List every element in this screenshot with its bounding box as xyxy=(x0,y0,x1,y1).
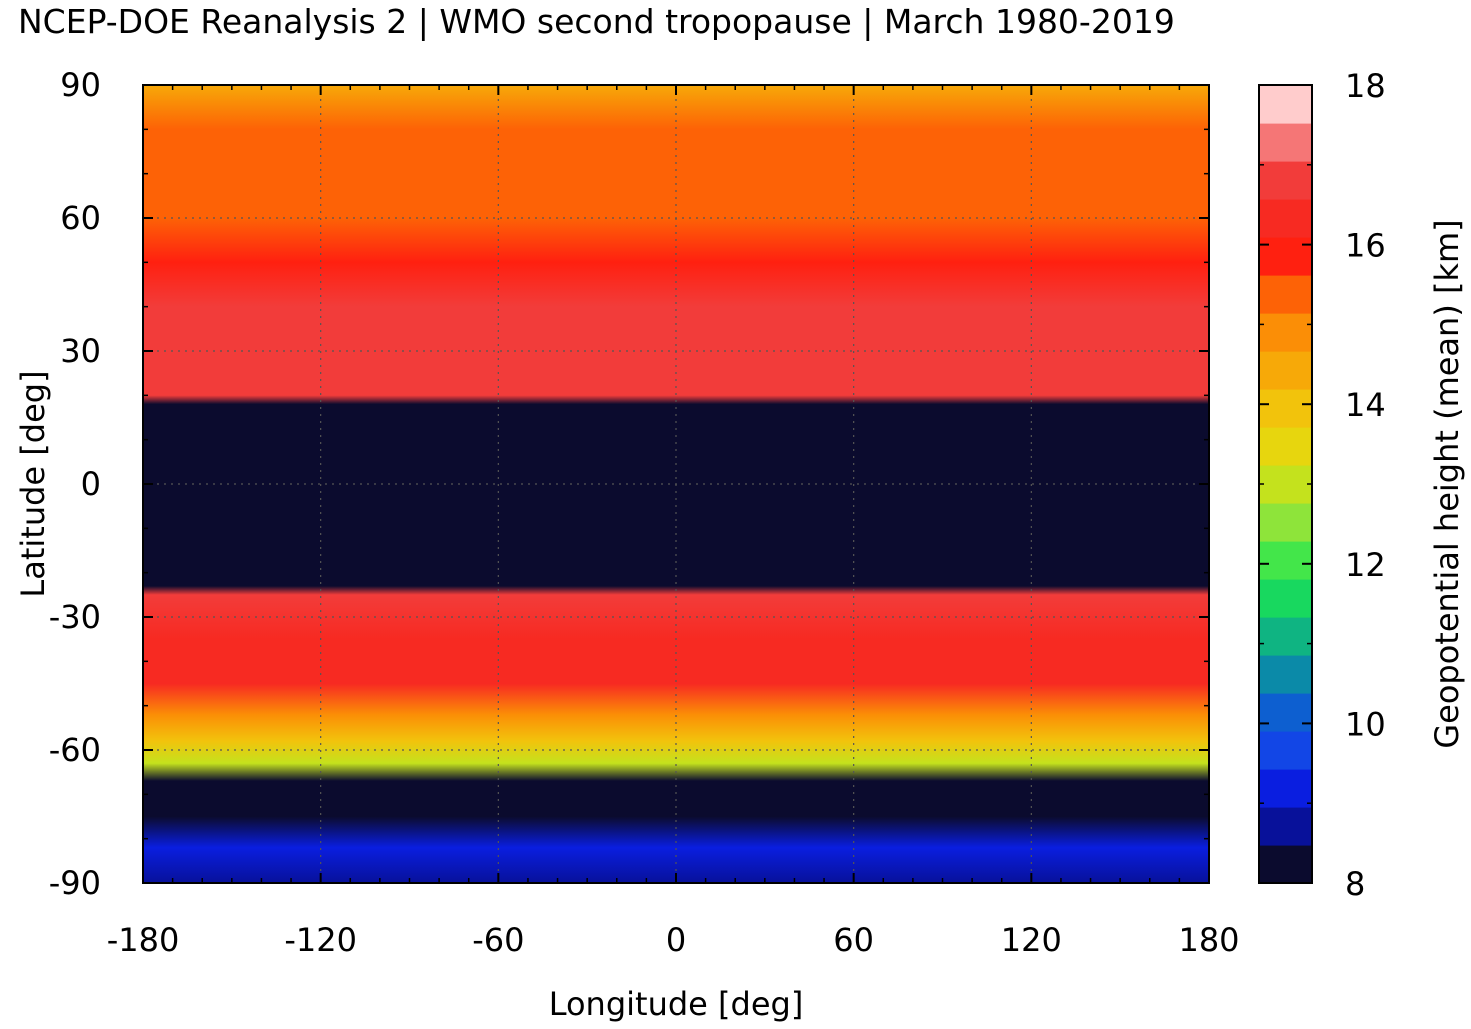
colorbar-segment xyxy=(1259,617,1312,656)
colorbar-segment xyxy=(1259,313,1312,352)
y-tick-label: -90 xyxy=(49,864,101,902)
colorbar-segment xyxy=(1259,655,1312,694)
y-tick-label: -30 xyxy=(49,598,101,636)
colorbar xyxy=(1259,85,1312,884)
colorbar-tick-label: 10 xyxy=(1345,705,1386,743)
colorbar-tick-label: 16 xyxy=(1345,227,1386,265)
x-tick-label: 60 xyxy=(833,921,874,959)
x-tick-label: -180 xyxy=(107,921,180,959)
colorbar-segment xyxy=(1259,465,1312,504)
colorbar-segment xyxy=(1259,807,1312,846)
x-tick-label: -60 xyxy=(472,921,524,959)
colorbar-tick-label: 14 xyxy=(1345,386,1386,424)
colorbar-tick-label: 12 xyxy=(1345,546,1386,584)
x-tick-label: 180 xyxy=(1178,921,1239,959)
colorbar-segment xyxy=(1259,427,1312,466)
colorbar-tick-label: 8 xyxy=(1345,865,1365,903)
plot-area: -180 -120 -60 0 60 120 180 90 60 30 0 -30 -60 -90 xyxy=(49,66,1240,959)
y-tick-label: 90 xyxy=(60,66,101,104)
chart-title: NCEP-DOE Reanalysis 2 | WMO second tropo… xyxy=(18,2,1175,41)
colorbar-segment xyxy=(1259,769,1312,808)
x-tick-label: -120 xyxy=(284,921,357,959)
x-tick-label: 120 xyxy=(1001,921,1062,959)
colorbar-segment xyxy=(1259,161,1312,200)
x-tick-label: 0 xyxy=(666,921,686,959)
colorbar-segment xyxy=(1259,845,1312,884)
colorbar-segment xyxy=(1259,503,1312,542)
colorbar-segment xyxy=(1259,579,1312,618)
colorbar-segment xyxy=(1259,275,1312,314)
colorbar-segment xyxy=(1259,541,1312,580)
colorbar-segment xyxy=(1259,693,1312,732)
y-tick-label: 30 xyxy=(60,332,101,370)
colorbar-segment xyxy=(1259,389,1312,428)
colorbar-segment xyxy=(1259,199,1312,238)
colorbar-segment xyxy=(1259,123,1312,162)
colorbar-segment xyxy=(1259,85,1312,124)
y-tick-label: 0 xyxy=(81,465,101,503)
colorbar-segment xyxy=(1259,237,1312,276)
grid-lines xyxy=(143,85,1209,883)
colorbar-segment xyxy=(1259,731,1312,770)
colorbar-label: Geopotential height (mean) [km] xyxy=(1428,219,1466,748)
x-axis-label: Longitude [deg] xyxy=(549,985,804,1023)
y-axis-label: Latitude [deg] xyxy=(14,370,52,597)
colorbar-tick-label: 18 xyxy=(1345,67,1386,105)
y-tick-label: -60 xyxy=(49,731,101,769)
x-axis-ticks: -180 -120 -60 0 60 120 180 xyxy=(107,85,1240,959)
colorbar-segment xyxy=(1259,351,1312,390)
colorbar-ticks: 18 16 14 12 10 8 xyxy=(1259,67,1386,903)
y-tick-label: 60 xyxy=(60,199,101,237)
y-axis-ticks: 90 60 30 0 -30 -60 -90 xyxy=(49,66,1209,902)
